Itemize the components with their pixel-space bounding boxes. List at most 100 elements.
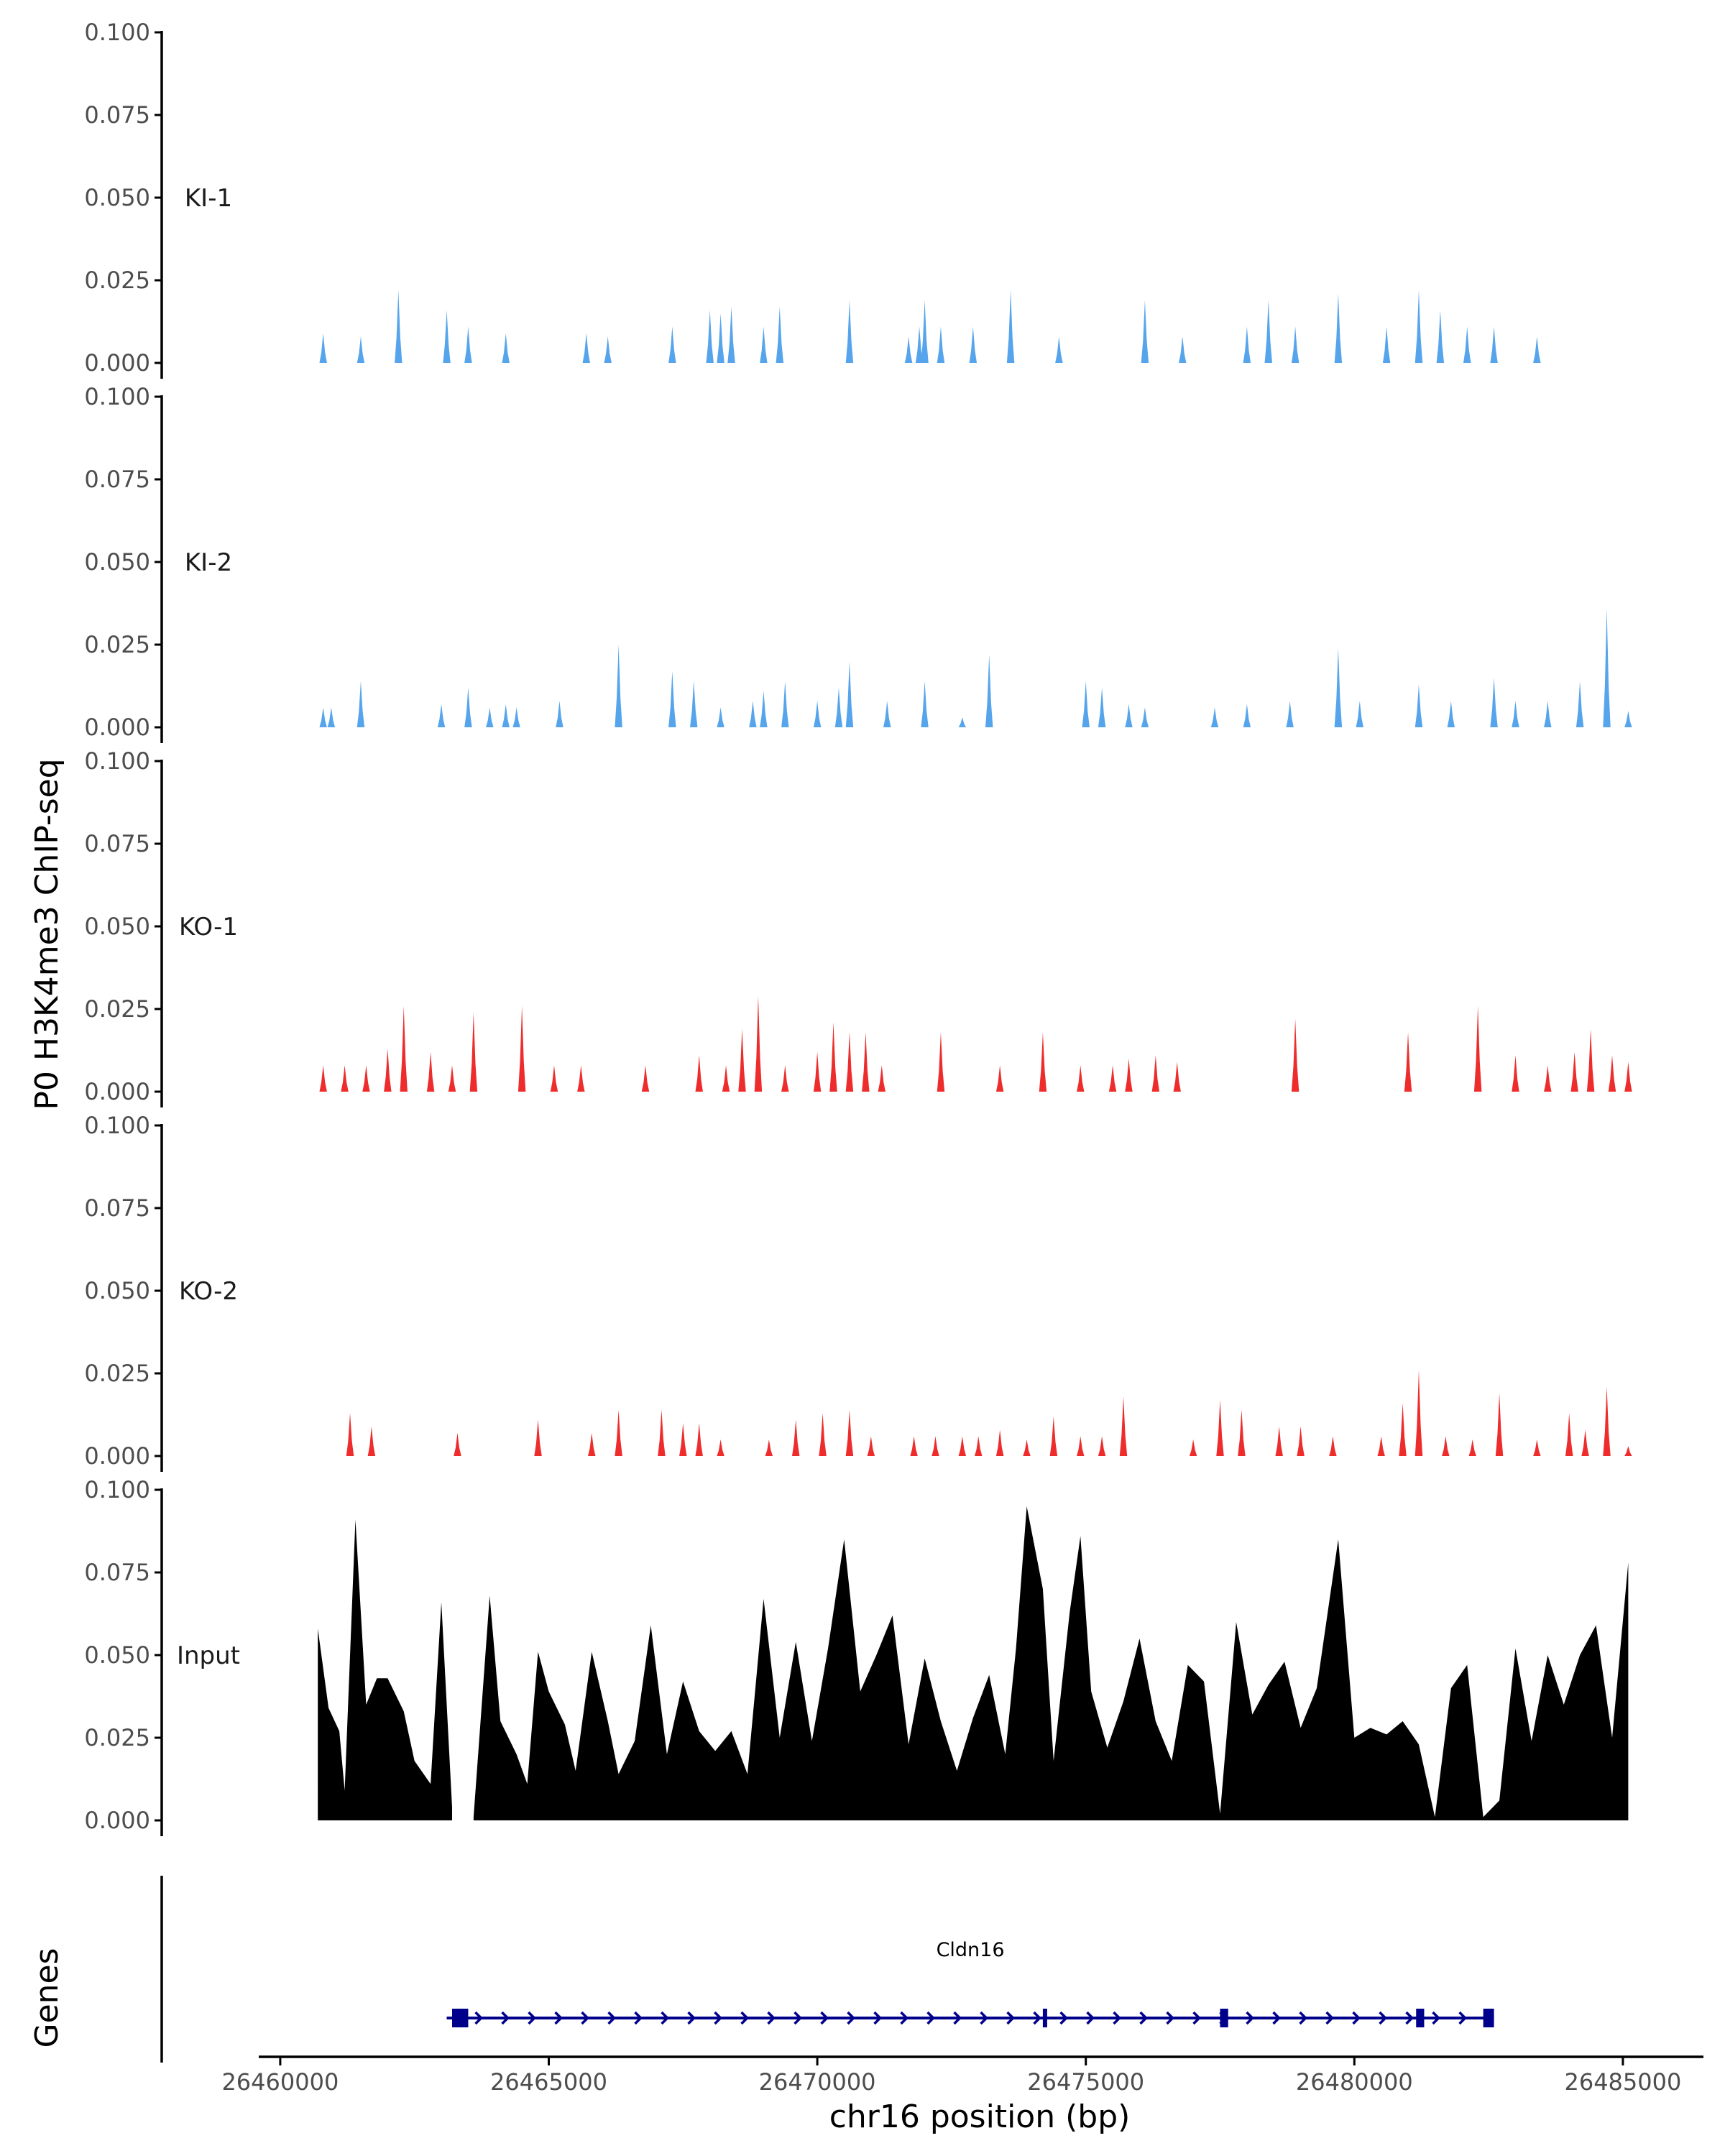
signal-peak — [910, 1436, 918, 1456]
signal-peak — [862, 1032, 870, 1092]
signal-peak — [443, 310, 451, 363]
signal-peak — [1608, 1055, 1616, 1092]
track-label: KI-1 — [185, 184, 232, 213]
signal-peak — [1442, 1436, 1450, 1456]
signal-peak — [341, 1065, 349, 1092]
signal-peak — [819, 1413, 827, 1456]
strand-arrow — [1379, 2011, 1387, 2025]
signal-peak — [883, 701, 891, 727]
signal-peak — [1077, 1436, 1085, 1456]
signal-peak — [717, 1439, 724, 1456]
signal-peak — [834, 687, 843, 727]
track-label: Input — [177, 1641, 240, 1670]
strand-arrow — [581, 2011, 589, 2025]
strand-arrow — [794, 2011, 802, 2025]
signal-peak — [995, 1065, 1004, 1092]
signal-peak — [437, 704, 446, 727]
y-tick-label: 0.000 — [84, 1078, 150, 1105]
tracks-layer: 0.000 0.025 0.050 0.075 0.100 KI-1 0.000 0.025 0… — [84, 19, 1632, 1836]
track-label: KI-2 — [185, 548, 232, 577]
signal-peak — [1243, 704, 1251, 727]
signal-peak — [695, 1055, 703, 1092]
signal-peak — [1286, 701, 1294, 727]
signal-peak — [1490, 326, 1498, 363]
signal-peak — [362, 1065, 370, 1092]
signal-peak — [1210, 707, 1219, 727]
y-tick-label: 0.000 — [84, 349, 150, 377]
signal-peak — [502, 704, 510, 727]
signal-peak — [760, 326, 768, 363]
signal-peak — [765, 1439, 773, 1456]
y-tick-label: 0.050 — [84, 1641, 150, 1669]
signal-peak — [921, 681, 929, 727]
strand-arrow — [873, 2011, 882, 2025]
signal-peak — [1404, 1032, 1412, 1092]
signal-area — [473, 1506, 1629, 1820]
signal-peak — [1334, 293, 1343, 363]
signal-peak — [582, 333, 591, 363]
y-tick-label: 0.075 — [84, 1559, 150, 1586]
y-tick-label: 0.100 — [84, 1476, 150, 1503]
signal-peak — [1624, 1446, 1632, 1456]
signal-peak — [915, 326, 924, 363]
x-tick-label: 26475000 — [1027, 2068, 1144, 2096]
signal-peak — [1463, 326, 1471, 363]
signal-peak — [1544, 1065, 1552, 1092]
y-tick-label: 0.025 — [84, 631, 150, 658]
signal-peak — [1565, 1413, 1573, 1456]
signal-peak — [1603, 1386, 1611, 1456]
y-tick-label: 0.050 — [84, 184, 150, 211]
signal-peak — [658, 1409, 666, 1456]
signal-peak — [1151, 1055, 1160, 1092]
signal-peak — [1189, 1439, 1197, 1456]
strand-arrow — [474, 2011, 483, 2025]
track-label: KO-2 — [179, 1277, 238, 1306]
signal-peak — [356, 681, 365, 727]
signal-peak — [1414, 684, 1423, 727]
signal-peak — [1125, 704, 1133, 727]
signal-peak — [1141, 707, 1149, 727]
signal-peak — [1006, 290, 1015, 363]
strand-arrow — [953, 2011, 962, 2025]
signal-peak — [1291, 1018, 1300, 1092]
y-tick-label: 0.100 — [84, 1112, 150, 1139]
y-tick-label: 0.075 — [84, 830, 150, 857]
strand-arrow — [714, 2011, 722, 2025]
signal-peak — [1473, 1005, 1482, 1092]
signal-peak — [1447, 701, 1455, 727]
signal-peak — [426, 1051, 435, 1092]
signal-peak — [845, 1409, 854, 1456]
signal-peak — [448, 1065, 456, 1092]
x-tick-label: 26465000 — [490, 2068, 607, 2096]
strand-arrow — [1166, 2011, 1174, 2025]
strand-arrow — [1033, 2011, 1041, 2025]
signal-peak — [502, 333, 510, 363]
signal-peak — [1570, 1051, 1578, 1092]
signal-peak — [717, 707, 724, 727]
gene-exon — [1042, 2009, 1047, 2027]
signal-peak — [346, 1413, 354, 1456]
signal-peak — [738, 1028, 746, 1092]
y-tick-label: 0.025 — [84, 1360, 150, 1387]
signal-peak — [1468, 1439, 1476, 1456]
signal-peak — [556, 701, 564, 727]
y-tick-label: 0.075 — [84, 466, 150, 493]
gene-track: Cldn16 — [160, 1876, 1494, 2063]
y-tick-label: 0.000 — [84, 1807, 150, 1834]
signal-peak — [932, 1436, 939, 1456]
signal-peak — [1141, 300, 1149, 363]
strand-arrow — [634, 2011, 643, 2025]
signal-peak — [722, 1065, 730, 1092]
signal-peak — [754, 995, 763, 1092]
signal-peak — [534, 1419, 542, 1456]
y-tick-label: 0.050 — [84, 548, 150, 576]
signal-peak — [615, 645, 622, 727]
track-ko-2: 0.000 0.025 0.050 0.075 0.100 KO-2 — [84, 1112, 1632, 1472]
y-tick-label: 0.000 — [84, 714, 150, 741]
signal-peak — [1586, 1028, 1595, 1092]
genes-axis-title: Genes — [29, 1948, 65, 2047]
strand-arrow — [767, 2011, 776, 2025]
signal-peak — [356, 336, 365, 363]
signal-peak — [400, 1005, 408, 1092]
signal-peak — [1173, 1061, 1181, 1092]
